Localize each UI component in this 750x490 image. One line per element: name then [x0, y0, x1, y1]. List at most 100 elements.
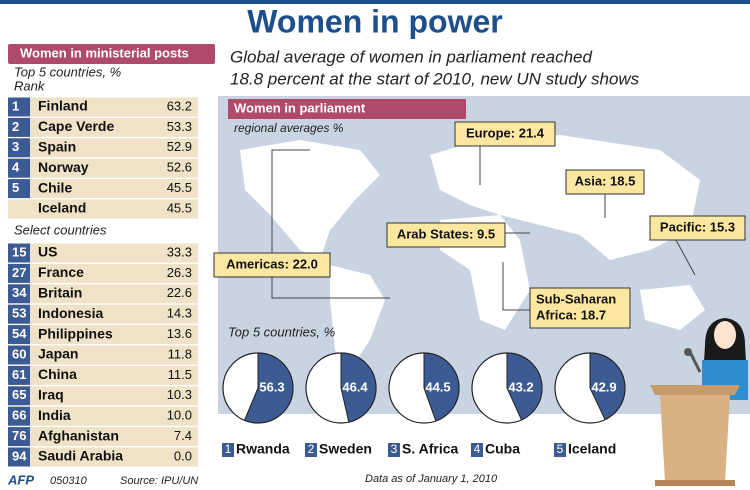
legend-label: Rwanda — [236, 441, 290, 457]
parliament-header: Women in parliament — [234, 100, 366, 115]
legend-label: Iceland — [568, 441, 616, 457]
country: Indonesia — [38, 305, 104, 321]
code: 050310 — [50, 475, 88, 487]
rank: 5 — [12, 180, 19, 195]
legend-label: S. Africa — [402, 441, 458, 457]
country: Japan — [38, 346, 78, 362]
country: Chile — [38, 179, 72, 195]
region-box — [386, 222, 506, 248]
value: 0.0 — [174, 448, 192, 463]
rank-box — [8, 158, 30, 178]
country: Afghanistan — [38, 427, 119, 443]
region-label: Americas: 22.0 — [226, 256, 318, 271]
rank: 4 — [12, 160, 20, 175]
pie-title: Top 5 countries, % — [228, 324, 335, 339]
rank-box — [8, 365, 30, 385]
pie-slice — [506, 352, 543, 421]
legend-rank-box — [388, 443, 400, 457]
legend-rank-box — [554, 443, 566, 457]
rank: 27 — [12, 265, 26, 280]
rank-label: Rank — [14, 78, 46, 93]
region-box — [649, 215, 746, 241]
headline: 18.8 percent at the start of 2010, new U… — [230, 69, 640, 88]
headline: Global average of women in parliament re… — [230, 47, 592, 66]
value: 63.2 — [167, 98, 192, 113]
table-row — [8, 447, 198, 467]
rank: 1 — [12, 98, 19, 113]
rank-box — [8, 284, 30, 304]
table-row — [8, 97, 198, 117]
country: France — [38, 264, 84, 280]
region-label: Asia: 18.5 — [575, 173, 636, 188]
rank: 34 — [12, 285, 27, 300]
country: Cape Verde — [38, 118, 114, 134]
parliament-subtitle: regional averages % — [234, 121, 344, 135]
rank-box — [8, 345, 30, 365]
value: 33.3 — [167, 244, 192, 259]
rank: 65 — [12, 387, 26, 402]
value: 53.3 — [167, 119, 192, 134]
rank: 53 — [12, 306, 26, 321]
table-row — [8, 427, 198, 447]
rank: 66 — [12, 408, 26, 423]
pie-slice — [423, 352, 460, 422]
table-row — [8, 386, 198, 406]
rank-box — [8, 406, 30, 426]
country: India — [38, 407, 71, 423]
value: 11.8 — [168, 346, 192, 361]
top-bar — [0, 0, 750, 4]
rank-box — [8, 179, 30, 199]
header-bars — [8, 44, 466, 119]
pie-value: 46.4 — [342, 379, 368, 394]
value: 26.3 — [167, 265, 192, 280]
rank: 94 — [12, 448, 27, 463]
rank-box — [8, 243, 30, 263]
rank-box — [8, 427, 30, 447]
pie-value: 44.5 — [425, 379, 450, 394]
region-box — [454, 121, 556, 147]
legend-rank-box — [305, 443, 317, 457]
country: US — [38, 244, 57, 260]
pie-value: 43.2 — [508, 379, 533, 394]
table-row — [8, 158, 198, 178]
legend-label: Sweden — [319, 441, 372, 457]
rank-box — [8, 97, 30, 117]
value: 52.6 — [167, 160, 192, 175]
value: 52.9 — [167, 139, 192, 154]
legend-rank: 2 — [308, 442, 315, 456]
region-box — [529, 287, 631, 329]
rank-box — [8, 304, 30, 324]
speaker-illustration — [650, 318, 748, 486]
country: Saudi Arabia — [38, 448, 123, 464]
country: Iceland — [38, 200, 86, 216]
rank: 15 — [12, 244, 26, 259]
legend-rank: 3 — [391, 442, 398, 456]
country: Britain — [38, 285, 82, 301]
rank-box — [8, 138, 30, 158]
country: Norway — [38, 159, 89, 175]
region-label: Pacific: 15.3 — [660, 219, 735, 234]
pie-value: 56.3 — [259, 379, 284, 394]
country: Iraq — [38, 387, 64, 403]
table-row — [8, 345, 198, 365]
rank: 2 — [12, 119, 19, 134]
rank: 54 — [12, 326, 27, 341]
rank: 60 — [12, 346, 26, 361]
value: 14.3 — [167, 306, 192, 321]
value: 7.4 — [174, 428, 192, 443]
legend-rank-box — [222, 443, 234, 457]
legend-rank: 1 — [225, 442, 232, 456]
table-row — [8, 263, 198, 283]
rank: 61 — [12, 367, 26, 382]
rank-box — [8, 263, 30, 283]
country: China — [38, 366, 77, 382]
region-label: Arab States: 9.5 — [397, 226, 495, 241]
rank-box — [8, 447, 30, 467]
region-box — [565, 169, 645, 195]
region-label: Sub-Saharan — [536, 291, 616, 306]
agency: AFP — [7, 472, 34, 487]
select-label: Select countries — [14, 222, 107, 237]
value: 13.6 — [167, 326, 192, 341]
legend-rank-box — [471, 443, 483, 457]
